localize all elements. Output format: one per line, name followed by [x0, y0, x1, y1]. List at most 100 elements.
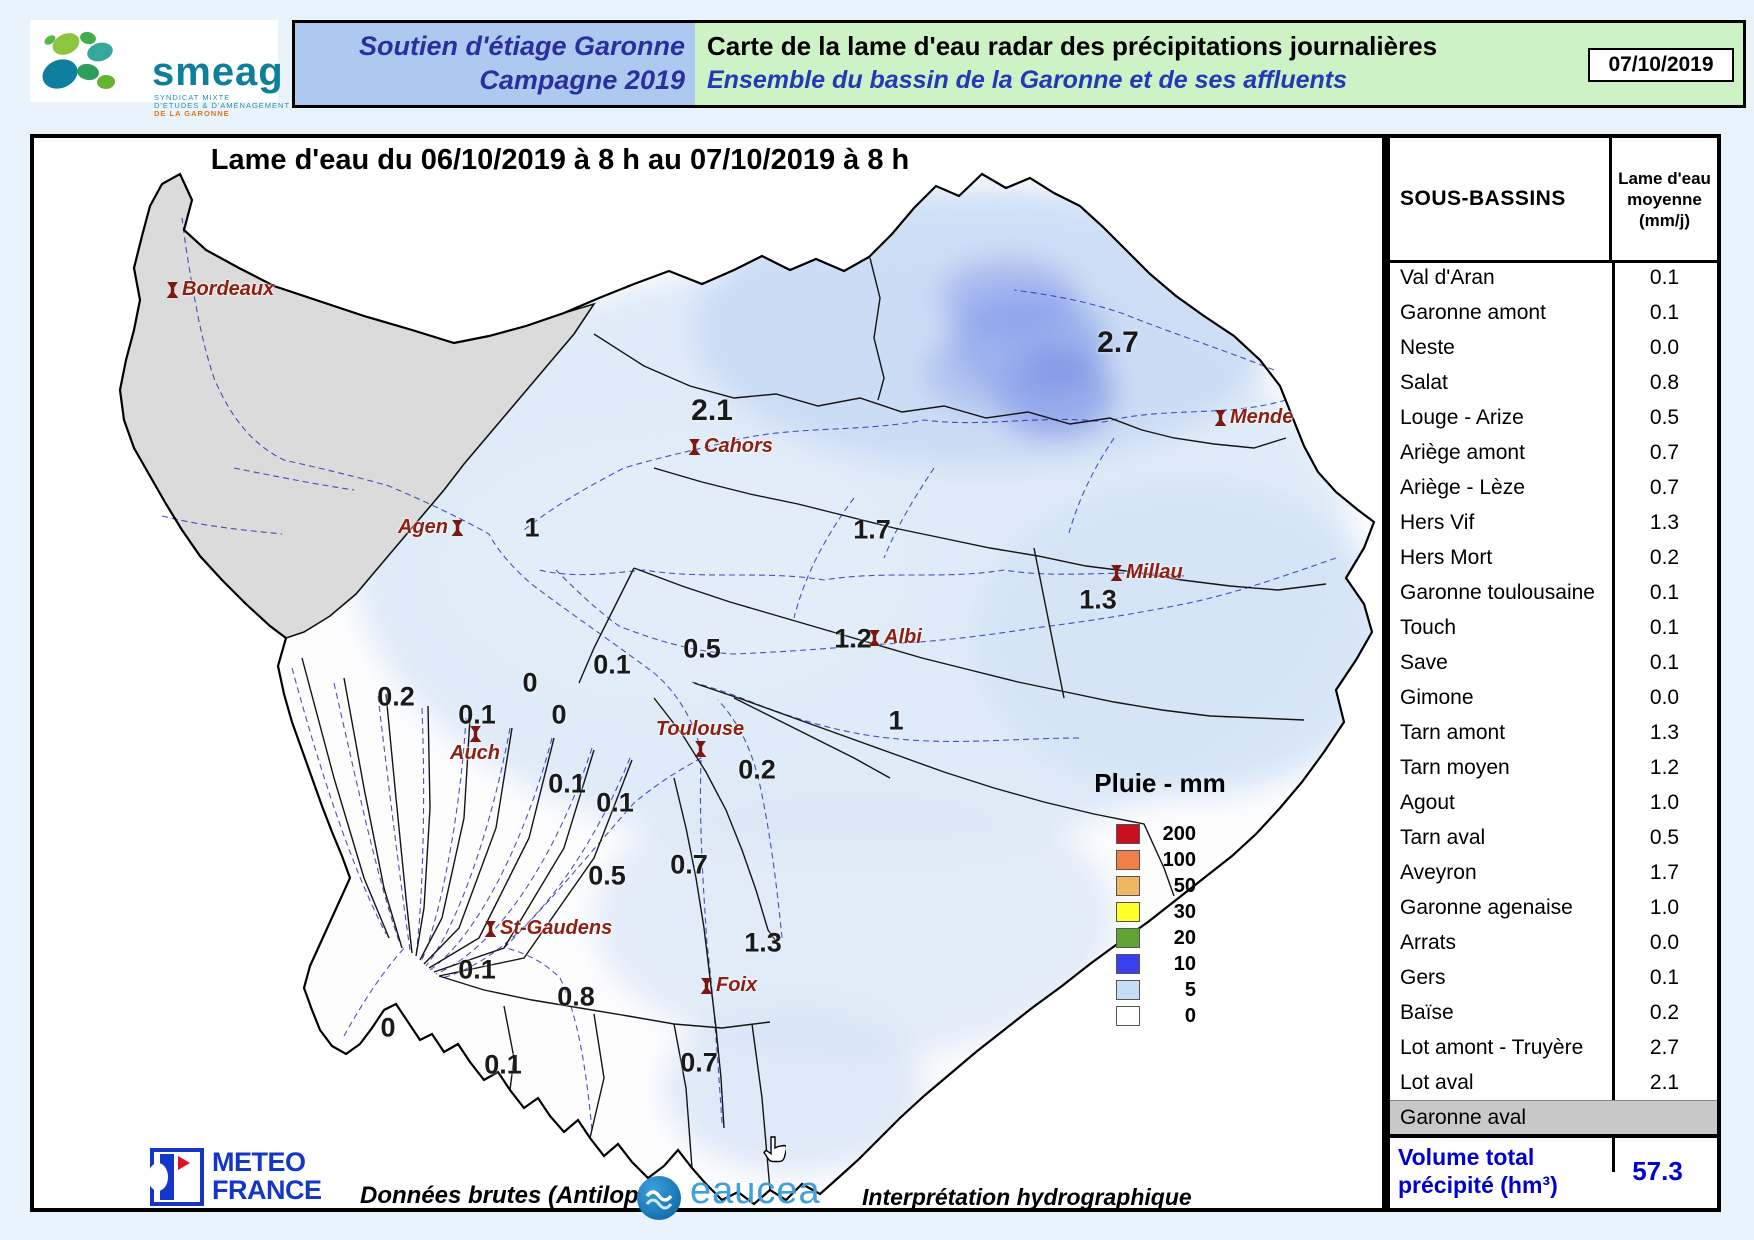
city-marker: Auch: [420, 726, 530, 765]
legend-swatch: [1116, 928, 1140, 948]
table-header-lame-line1: Lame d'eau: [1618, 168, 1711, 188]
basin-name: Hers Vif: [1400, 510, 1475, 534]
basin-name: Gers: [1400, 965, 1446, 989]
basin-value: 0.2: [1649, 545, 1680, 569]
basin-name: Touch: [1400, 615, 1457, 639]
basin-value: 0.1: [1649, 580, 1680, 604]
table-row: Gimone 0.0: [1390, 680, 1717, 715]
basin-value-label: 0.5: [683, 633, 721, 664]
table-row: Save 0.1: [1390, 645, 1717, 680]
table-row: Tarn aval 0.5: [1390, 820, 1717, 855]
city-marker: Cahors: [688, 435, 773, 458]
basin-value: 0.1: [1649, 300, 1680, 324]
basin-value: 0.0: [1649, 335, 1680, 359]
table-row: Gers 0.1: [1390, 960, 1717, 995]
legend-label: 0: [1184, 1004, 1196, 1027]
city-label: Albi: [884, 626, 922, 648]
basin-value-label: 0.1: [593, 649, 631, 680]
legend-entry: 5: [1060, 977, 1260, 1003]
city-label: Foix: [716, 974, 758, 996]
date-field: 07/10/2019: [1588, 48, 1734, 82]
smeag-leaves-icon: [42, 31, 115, 90]
table-header: SOUS-BASSINS Lame d'eau moyenne (mm/j): [1390, 138, 1717, 263]
map-pin-icon: [166, 281, 179, 298]
legend-label: 30: [1173, 900, 1196, 923]
city-marker: Bordeaux: [166, 278, 274, 301]
program-line1: Soutien d'étiage Garonne: [359, 31, 685, 61]
table-row: Tarn moyen 1.2: [1390, 750, 1717, 785]
basin-value-label: 1.3: [744, 927, 782, 958]
basin-value-label: 0.1: [458, 954, 496, 985]
city-label: St-Gaudens: [500, 917, 613, 939]
legend-entry: 20: [1060, 925, 1260, 951]
basin-name: Garonne agenaise: [1400, 895, 1573, 919]
basin-name: Val d'Aran: [1400, 265, 1495, 289]
header-title-line2: Ensemble du bassin de la Garonne et de s…: [707, 66, 1348, 94]
legend-swatch: [1116, 850, 1140, 870]
meteo-line2: FRANCE: [212, 1175, 322, 1205]
eaucea-logo: [637, 1176, 681, 1220]
city-marker: Agen: [398, 516, 464, 539]
table-row: Ariège amont 0.7: [1390, 435, 1717, 470]
basin-value-label: 1: [524, 512, 540, 543]
table-row: Agout 1.0: [1390, 785, 1717, 820]
basin-value-label: 0.7: [670, 849, 708, 880]
basin-value: 1.0: [1649, 790, 1680, 814]
basin-name: Lot aval: [1400, 1070, 1474, 1094]
city-marker: Albi: [868, 626, 922, 649]
legend-entry: 10: [1060, 951, 1260, 977]
table-row: Neste 0.0: [1390, 330, 1717, 365]
basin-value: 1.3: [1649, 510, 1680, 534]
basin-value: 0.1: [1649, 650, 1680, 674]
table-row: Lot amont - Truyère 2.7: [1390, 1030, 1717, 1065]
interpretation-credit: Interprétation hydrographique: [862, 1184, 1192, 1210]
basin-value: 0.7: [1649, 440, 1680, 464]
basin-value-label: 2.7: [1097, 326, 1139, 359]
legend-label: 20: [1173, 926, 1196, 949]
smeag-caption-line1: SYNDICAT MIXTE: [154, 93, 231, 102]
city-label: Auch: [450, 742, 500, 764]
table-row: Salat 0.8: [1390, 365, 1717, 400]
legend-label: 5: [1184, 978, 1196, 1001]
map-pin-icon: [868, 629, 881, 646]
map-pin-icon: [694, 741, 706, 757]
cursor-hand-icon: [763, 1136, 786, 1163]
basin-value: 1.0: [1649, 895, 1680, 919]
basin-value: 0.1: [1649, 265, 1680, 289]
table-row: Arrats 0.0: [1390, 925, 1717, 960]
legend-label: 200: [1162, 822, 1196, 845]
table-header-lame-line3: (mm/j): [1639, 210, 1690, 230]
basin-value: 0.0: [1649, 930, 1680, 954]
table-row: Lot aval 2.1: [1390, 1065, 1717, 1100]
total-volume-label-line1: Volume total: [1398, 1144, 1535, 1170]
basin-name: Garonne toulousaine: [1400, 580, 1595, 604]
basin-value: 1.3: [1649, 720, 1680, 744]
table-header-lame-line2: moyenne: [1627, 189, 1702, 209]
eaucea-wordmark: eaucea: [690, 1170, 821, 1212]
legend-entry: 0: [1060, 1003, 1260, 1029]
basin-value-label: 1.2: [834, 623, 872, 654]
program-line2: Campagne 2019: [479, 65, 685, 95]
basin-map-graphic: [118, 172, 1376, 1206]
legend-entry: 30: [1060, 899, 1260, 925]
legend-swatch: [1116, 954, 1140, 974]
header-title-line1: Carte de la lame d'eau radar des précipi…: [707, 31, 1438, 61]
smeag-caption-line3: DE LA GARONNE: [154, 109, 230, 118]
legend-swatch: [1116, 980, 1140, 1000]
map-pin-icon: [484, 920, 497, 937]
basin-value-label: 1: [888, 705, 904, 736]
table-body: Val d'Aran 0.1 Garonne amont 0.1 Neste 0.0 …: [1390, 260, 1717, 1100]
basin-name: Ariège - Lèze: [1400, 475, 1525, 499]
city-marker: Mende: [1214, 406, 1293, 429]
total-volume-value: 57.3: [1632, 1155, 1683, 1186]
basin-name: Salat: [1400, 370, 1448, 394]
basin-value-label: 0.1: [596, 787, 634, 818]
table-row: Tarn amont 1.3: [1390, 715, 1717, 750]
legend-entry: 100: [1060, 847, 1260, 873]
basin-value-label: 0: [551, 699, 567, 730]
map-pin-icon: [1110, 564, 1123, 581]
header-banner: Soutien d'étiage Garonne Campagne 2019 C…: [292, 20, 1746, 108]
basin-name: Save: [1400, 650, 1448, 674]
basin-name: Ariège amont: [1400, 440, 1525, 464]
